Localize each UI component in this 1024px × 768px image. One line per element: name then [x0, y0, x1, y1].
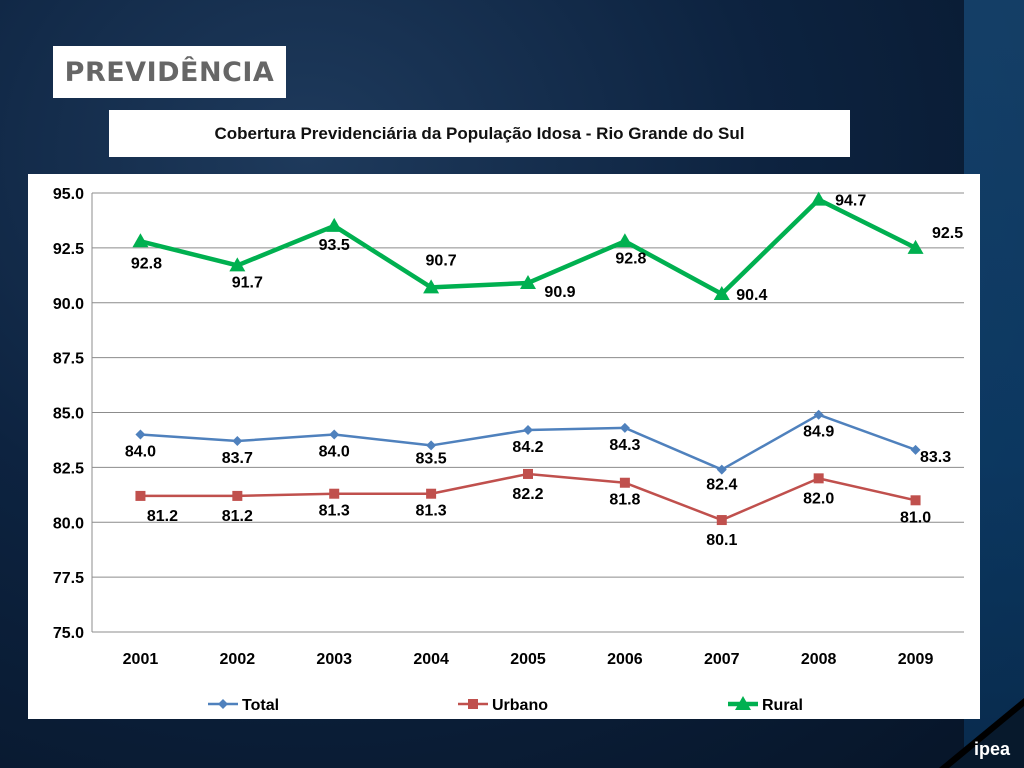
- x-tick-label: 2007: [704, 651, 740, 668]
- data-point-rural: [229, 257, 246, 272]
- legend-label-urbano: Urbano: [492, 697, 548, 714]
- data-point-rural: [907, 239, 924, 254]
- data-label-total: 83.5: [416, 450, 447, 467]
- legend-label-total: Total: [242, 697, 279, 714]
- section-badge: PREVIDÊNCIA: [53, 46, 286, 98]
- data-label-total: 84.2: [512, 439, 543, 456]
- data-label-rural: 93.5: [319, 237, 350, 254]
- data-point-total: [910, 444, 921, 455]
- data-label-total: 84.0: [319, 443, 350, 460]
- data-point-total: [329, 429, 340, 440]
- data-point-rural: [713, 285, 730, 300]
- data-point-total: [716, 464, 727, 475]
- y-tick-label: 90.0: [53, 296, 84, 313]
- y-tick-label: 87.5: [53, 351, 84, 368]
- y-tick-label: 95.0: [53, 186, 84, 203]
- section-title: PREVIDÊNCIA: [64, 56, 275, 88]
- chart-title: Cobertura Previdenciária da População Id…: [214, 123, 745, 143]
- data-label-urbano: 81.8: [609, 492, 640, 509]
- chart-title-box: Cobertura Previdenciária da População Id…: [109, 110, 850, 157]
- data-point-rural: [326, 217, 343, 232]
- data-point-total: [813, 409, 824, 420]
- data-point-urbano: [232, 490, 243, 501]
- data-point-total: [523, 425, 533, 436]
- data-label-rural: 94.7: [835, 193, 866, 210]
- y-tick-label: 92.5: [53, 241, 84, 258]
- data-point-total: [135, 429, 146, 440]
- data-point-rural: [616, 233, 633, 248]
- legend-marker-total: [218, 699, 228, 709]
- data-label-rural: 90.7: [426, 252, 457, 269]
- chart-panel: 75.0 77.5 80.0 82.5 85.0 87.5 90.0 92.5 95.0 2001…: [28, 174, 980, 719]
- data-point-urbano: [813, 473, 824, 484]
- x-tick-label: 2004: [413, 651, 449, 668]
- data-label-rural: 90.4: [736, 287, 767, 304]
- data-point-rural: [423, 279, 440, 294]
- data-point-urbano: [135, 490, 146, 501]
- x-tick-label: 2009: [898, 651, 934, 668]
- ipea-logo: ipea: [973, 739, 1010, 759]
- data-point-rural: [810, 191, 827, 206]
- data-label-urbano: 81.3: [319, 503, 350, 520]
- data-point-urbano: [426, 488, 437, 499]
- x-tick-label: 2008: [801, 651, 837, 668]
- data-label-total: 82.4: [706, 477, 737, 494]
- y-tick-label: 82.5: [53, 460, 84, 477]
- data-point-total: [232, 436, 243, 447]
- data-label-urbano: 81.3: [416, 503, 447, 520]
- data-point-urbano: [619, 477, 630, 488]
- y-tick-label: 80.0: [53, 515, 84, 532]
- data-label-rural: 92.8: [131, 255, 162, 272]
- data-label-urbano: 81.0: [900, 509, 931, 526]
- y-tick-label: 85.0: [53, 406, 84, 423]
- data-label-rural: 90.9: [544, 284, 575, 301]
- ipea-logo-shape: [939, 698, 1024, 768]
- data-point-urbano: [910, 495, 921, 506]
- data-point-urbano: [329, 488, 340, 499]
- data-label-total: 84.9: [803, 424, 834, 441]
- data-label-urbano: 82.2: [512, 486, 543, 503]
- data-label-rural: 91.7: [232, 274, 263, 291]
- data-point-rural: [520, 274, 536, 289]
- y-tick-label: 77.5: [53, 570, 84, 587]
- data-label-urbano: 81.2: [222, 508, 253, 525]
- y-tick-label: 75.0: [53, 625, 84, 642]
- data-label-urbano: 80.1: [706, 532, 737, 549]
- legend-label-rural: Rural: [762, 697, 803, 714]
- data-point-urbano: [716, 515, 727, 526]
- data-label-total: 84.3: [609, 437, 640, 454]
- x-tick-label: 2001: [123, 651, 159, 668]
- legend-marker-urbano: [468, 699, 478, 709]
- legend-marker-rural: [735, 696, 751, 710]
- data-label-urbano: 81.2: [147, 508, 178, 525]
- data-label-total: 83.3: [920, 449, 951, 466]
- data-label-rural: 92.8: [615, 250, 646, 267]
- x-tick-label: 2005: [510, 651, 546, 668]
- data-label-urbano: 82.0: [803, 490, 834, 507]
- data-point-total: [426, 440, 437, 451]
- line-chart: 75.0 77.5 80.0 82.5 85.0 87.5 90.0 92.5 95.0 2001…: [53, 186, 964, 714]
- data-label-total: 84.0: [125, 443, 156, 460]
- x-tick-label: 2002: [220, 651, 256, 668]
- x-tick-label: 2003: [316, 651, 352, 668]
- x-tick-label: 2006: [607, 651, 643, 668]
- data-point-total: [619, 422, 630, 433]
- data-label-total: 83.7: [222, 450, 253, 467]
- data-point-rural: [132, 233, 149, 248]
- data-point-urbano: [523, 468, 533, 479]
- data-label-rural: 92.5: [932, 225, 963, 242]
